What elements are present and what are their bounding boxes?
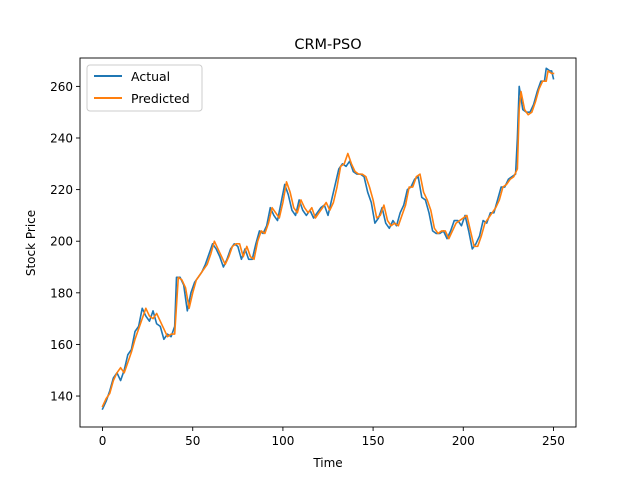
plot-area bbox=[101, 67, 555, 411]
y-axis-label: Stock Price bbox=[24, 210, 38, 276]
x-tick-label: 100 bbox=[271, 434, 294, 448]
y-tick-label: 240 bbox=[50, 131, 73, 145]
y-tick-label: 200 bbox=[50, 235, 73, 249]
x-tick-label: 200 bbox=[452, 434, 475, 448]
y-tick-label: 160 bbox=[50, 338, 73, 352]
y-tick-label: 180 bbox=[50, 286, 73, 300]
x-axis-label: Time bbox=[312, 456, 342, 470]
legend-label-actual: Actual bbox=[131, 69, 170, 84]
y-tick-label: 220 bbox=[50, 183, 73, 197]
axes-frame bbox=[79, 57, 577, 428]
x-tick-label: 250 bbox=[542, 434, 565, 448]
series-line-predicted bbox=[101, 70, 555, 408]
y-axis: 140 160 180 200 220 240 260 bbox=[50, 80, 80, 404]
legend: Actual Predicted bbox=[86, 64, 203, 112]
x-axis: 0 50 100 150 200 250 bbox=[99, 427, 565, 448]
y-tick-label: 260 bbox=[50, 80, 73, 94]
x-tick-label: 50 bbox=[185, 434, 200, 448]
legend-label-predicted: Predicted bbox=[131, 91, 190, 106]
y-tick-label: 140 bbox=[50, 390, 73, 404]
chart-title: CRM-PSO bbox=[294, 37, 361, 53]
x-tick-label: 0 bbox=[99, 434, 107, 448]
x-tick-label: 150 bbox=[362, 434, 385, 448]
